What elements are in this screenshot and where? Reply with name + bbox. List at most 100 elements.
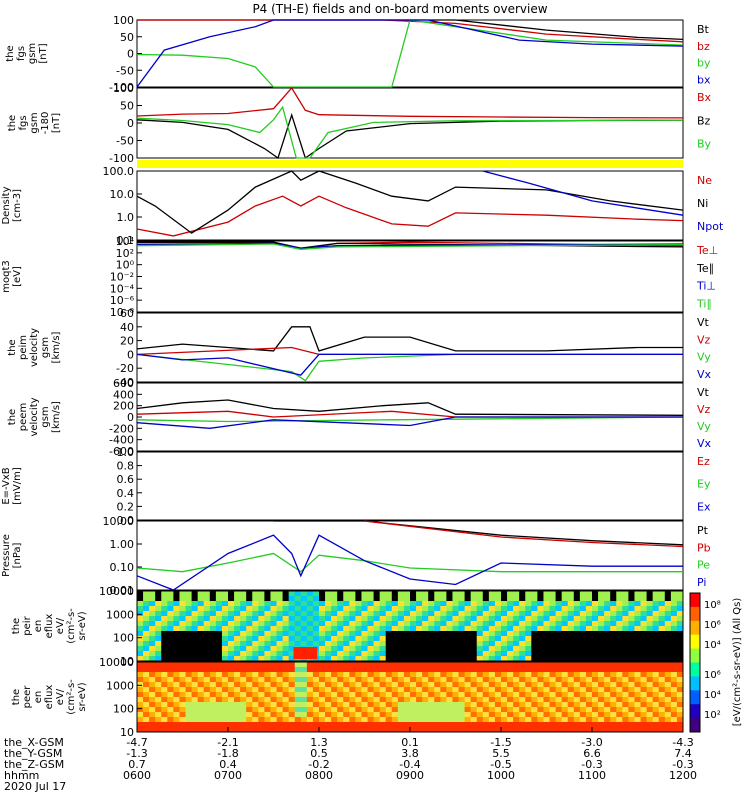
y-axis-label: peim (18, 335, 29, 360)
legend-temp-0: Te⊥ (696, 244, 718, 257)
legend-efield-0: Ez (697, 455, 710, 468)
y-tick-label: -40 (116, 376, 134, 389)
panel-frame-temp (136, 240, 684, 313)
y-tick-label: 200 (113, 400, 134, 413)
x-tick-label: -1.5 (490, 736, 511, 749)
y-axis-label: sr-eV) (77, 611, 88, 640)
colorbar-tick: 10⁸ (704, 600, 721, 611)
colorbar-segment (690, 704, 700, 719)
legend-density-2: Npot (697, 220, 724, 233)
series-temp-Ti∥ (136, 243, 684, 250)
x-tick-label: -0.3 (581, 758, 602, 771)
legend-fgs-3: bx (697, 73, 711, 86)
y-axis-label: (cm²-s- (66, 679, 77, 715)
y-tick-label: 0.0 (117, 514, 135, 527)
y-axis-label: the (7, 409, 18, 425)
series-fgs-bx (136, 19, 684, 88)
x-tick-label: -4.7 (126, 736, 147, 749)
colorbar-segment (690, 662, 700, 677)
colorbar-segment (690, 634, 700, 650)
legend-efield-1: Ey (697, 478, 711, 491)
y-axis-label: eV/ (55, 688, 66, 705)
y-tick-label: 100 (113, 82, 134, 95)
y-tick-label: 20 (120, 335, 134, 348)
legend-fgs-1: bz (697, 40, 710, 53)
y-axis-label: [cm-3] (12, 189, 23, 222)
y-tick-label: 0 (127, 411, 134, 424)
y-tick-label: 100.0 (103, 165, 135, 178)
series-pressure-Pb (364, 520, 684, 548)
colorbar-tick: 10⁶ (704, 620, 721, 631)
x-tick-label: -0.4 (399, 758, 420, 771)
legend-fgs_offset-1: Bz (697, 114, 711, 127)
y-tick-label: -100 (109, 152, 134, 165)
y-tick-label: 600 (113, 377, 134, 390)
series-peem-Vx (136, 416, 683, 429)
legend-peim-3: Vx (697, 368, 712, 381)
y-axis-label: -180 (40, 112, 51, 135)
legend-peim-2: Vy (697, 351, 711, 364)
y-tick-label: 0 (127, 48, 134, 61)
x-tick-label: -2.1 (217, 736, 238, 749)
series-fgs-bz (137, 19, 684, 43)
x-tick-label: 0800 (305, 769, 333, 782)
legend-fgs-2: by (697, 57, 711, 70)
series-fgs-Bt (137, 19, 684, 41)
y-axis-label: Density (1, 186, 12, 224)
y-tick-label: 1000 (106, 608, 134, 621)
y-tick-label: 10² (116, 247, 134, 260)
y-tick-label: 0 (127, 117, 134, 130)
y-axis-label: [nT] (51, 113, 62, 133)
panel-frame-pressure (136, 520, 684, 591)
colorbar-segment (690, 593, 700, 608)
y-axis-label: the (7, 115, 18, 131)
y-axis-label: peer (22, 685, 33, 709)
x-tick-label: -4.3 (672, 736, 693, 749)
y-tick-label: -200 (109, 422, 134, 435)
y-tick-label: 10⁻⁴ (110, 282, 135, 295)
series-fgs_offset-By (136, 105, 684, 159)
y-tick-label: 10⁴ (116, 235, 135, 248)
series-pressure-Pe (136, 552, 683, 573)
y-axis-label: peem (18, 403, 29, 431)
legend-efield-2: Ex (697, 500, 711, 513)
y-tick-label: 1.0 (117, 211, 135, 224)
x-tick-label: 1100 (578, 769, 606, 782)
legend-pressure-3: Pi (697, 576, 706, 589)
colorbar-segment (690, 676, 700, 691)
series-fgs_offset-Bx (136, 86, 684, 119)
y-axis-label: gsm (40, 337, 51, 358)
x-tick-label: 0.1 (401, 736, 419, 749)
y-tick-label: 10.00 (103, 515, 135, 528)
y-tick-label: 0.01 (110, 584, 135, 597)
colorbar-frame (689, 592, 701, 733)
y-tick-label: 10⁻² (110, 271, 134, 284)
y-tick-label: 0.6 (117, 473, 135, 486)
y-axis-label: velocity (29, 397, 40, 436)
colorbar-tick: 10⁴ (704, 640, 721, 651)
x-tick-label: 0.5 (310, 747, 328, 760)
y-axis-label: eflux (44, 614, 55, 639)
y-axis-label: fgs (18, 115, 29, 130)
colorbar-segment (690, 606, 700, 622)
y-tick-label: 10⁻⁸ (110, 306, 135, 319)
colorbar-segment (690, 620, 700, 636)
x-tick-label: -1.8 (217, 747, 238, 760)
y-tick-label: 0 (127, 348, 134, 361)
x-tick-label: -0.5 (490, 758, 511, 771)
x-row-label: the_Y-GSM (4, 747, 62, 760)
y-tick-label: 10⁰ (116, 259, 135, 272)
x-tick-label: 1200 (669, 769, 697, 782)
y-tick-label: 0.8 (117, 460, 135, 473)
x-tick-label: -0.3 (672, 758, 693, 771)
colorbar-segment (690, 718, 700, 733)
x-tick-label: 0700 (214, 769, 242, 782)
legend-temp-2: Ti⊥ (696, 280, 716, 293)
y-tick-label: 400 (113, 388, 134, 401)
series-density-Npot (482, 170, 684, 216)
panel-frame-density (136, 170, 684, 241)
legend-fgs_offset-2: By (697, 138, 712, 151)
legend-fgs_offset-0: Bx (697, 91, 712, 104)
x-tick-label: 5.5 (492, 747, 510, 760)
